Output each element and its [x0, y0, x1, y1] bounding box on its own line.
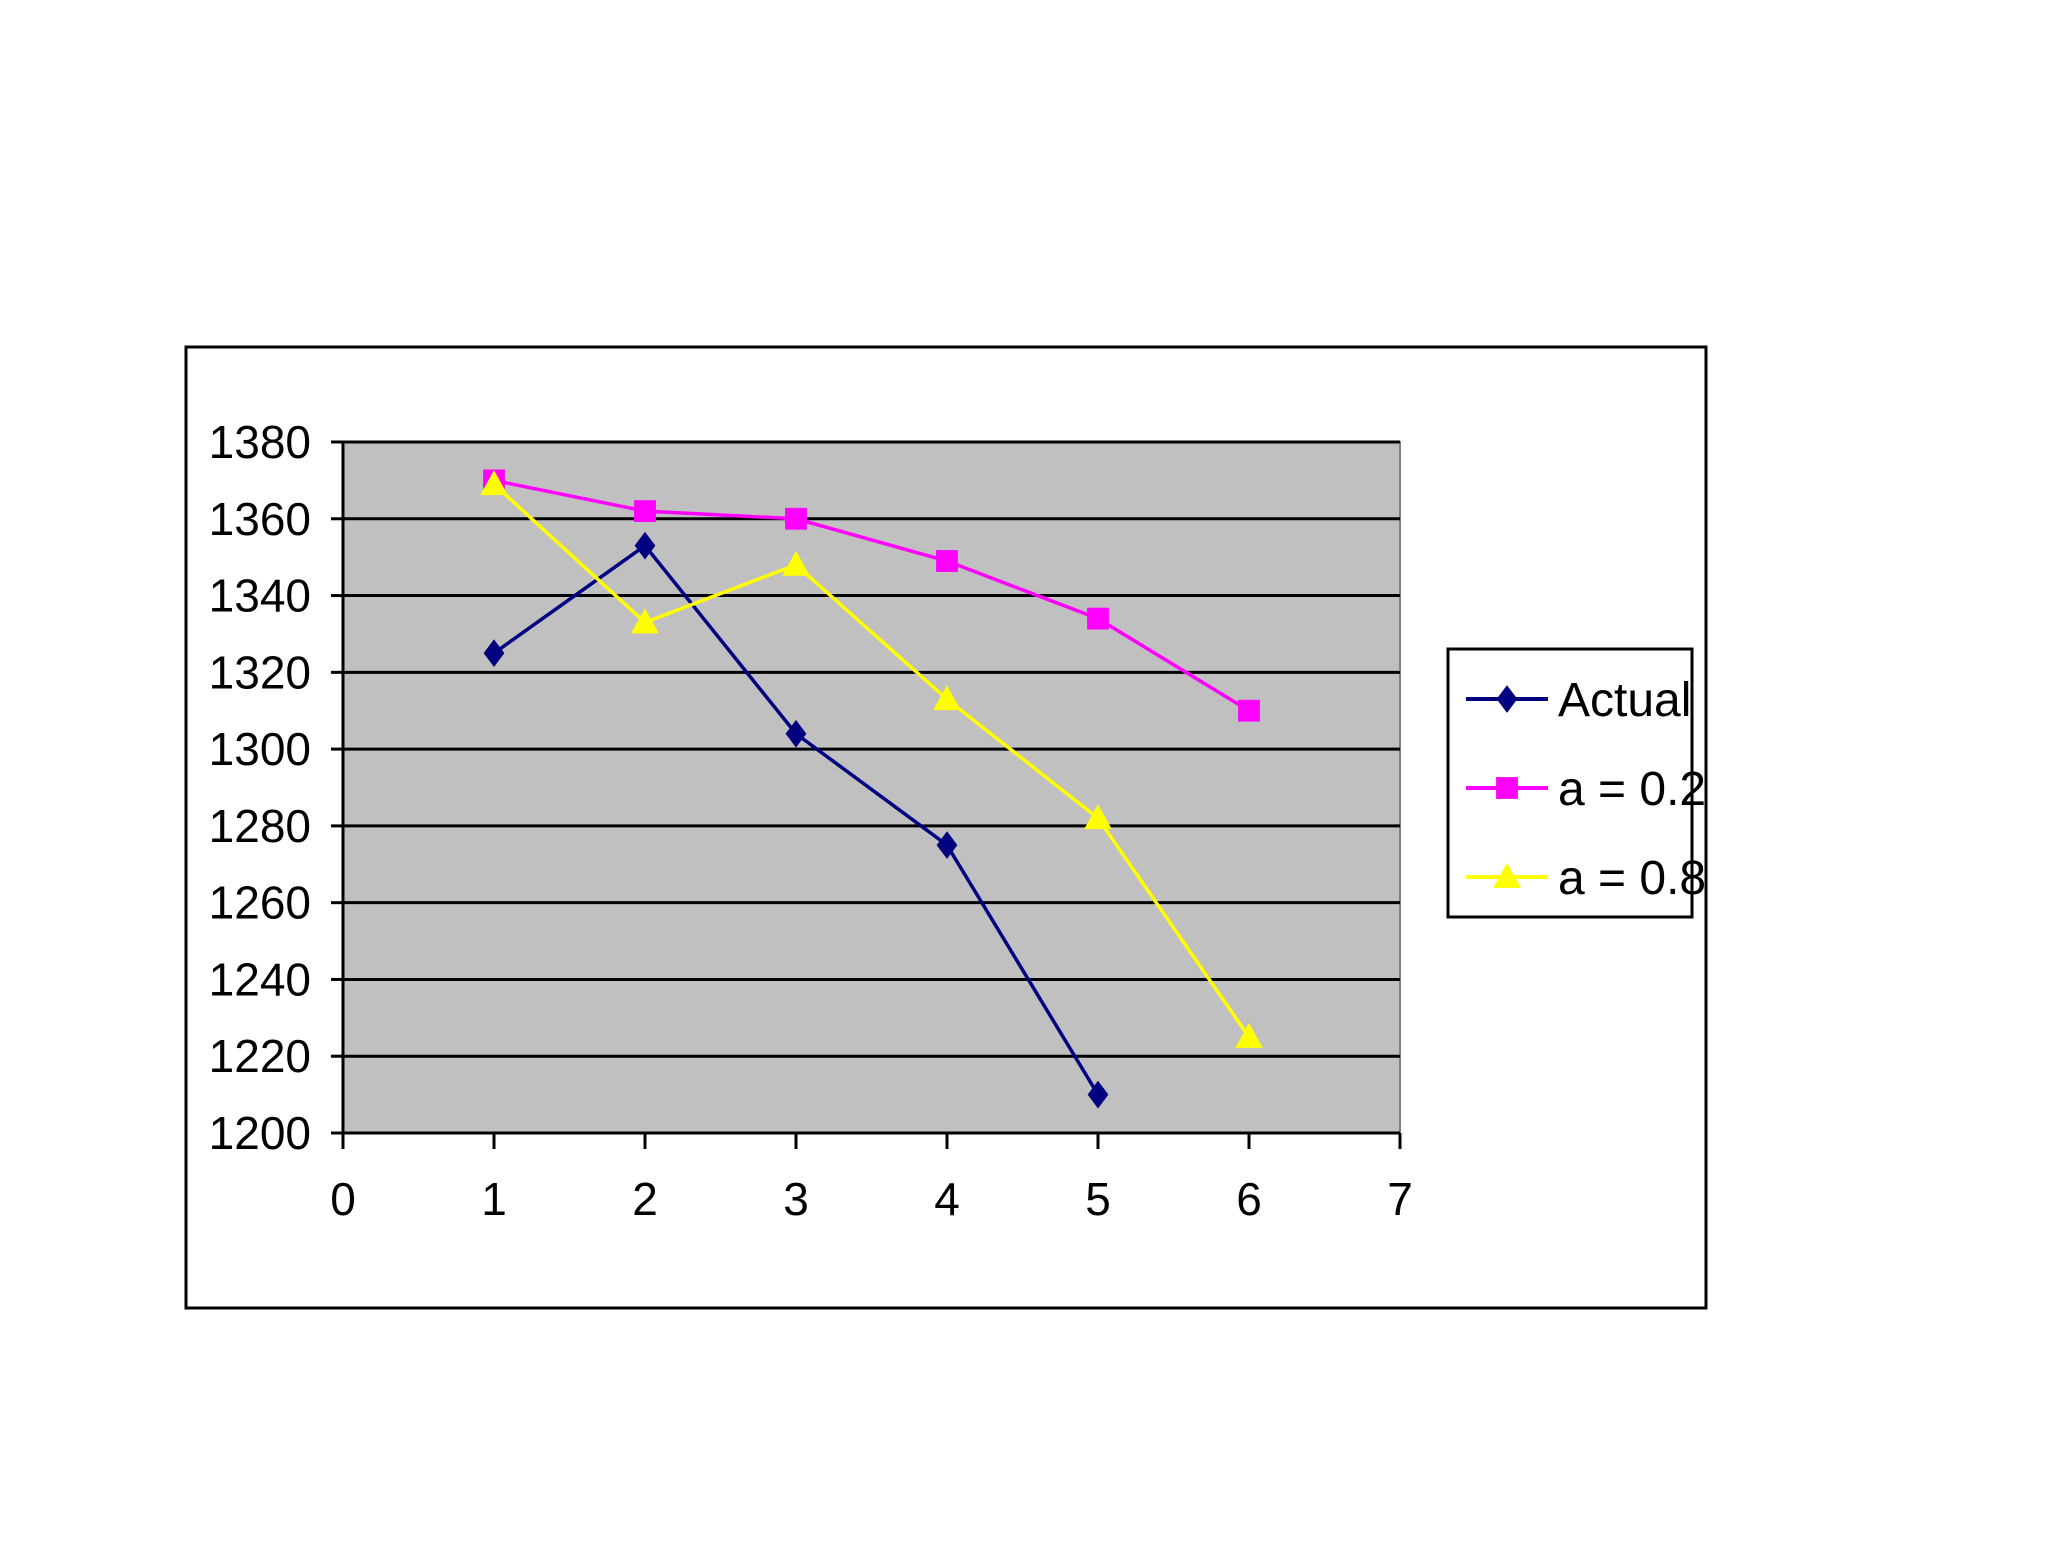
data-point-series-1	[936, 550, 958, 572]
data-point-series-1	[1238, 699, 1260, 722]
data-point-series-0	[1087, 1080, 1109, 1109]
x-tick-label: 4	[934, 1173, 960, 1225]
x-tick-label: 0	[330, 1173, 356, 1225]
x-tick-label: 2	[632, 1173, 658, 1225]
series-line-2	[492, 482, 1251, 1039]
data-point-series-2	[631, 608, 659, 634]
y-tick-label: 1200	[209, 1107, 311, 1159]
y-tick-label: 1320	[209, 646, 311, 698]
data-point-series-1	[785, 507, 807, 530]
data-point-series-0	[634, 531, 656, 560]
data-point-series-2	[480, 470, 508, 496]
y-tick-label: 1340	[209, 570, 311, 622]
x-tick-label: 5	[1085, 1173, 1111, 1225]
legend-marker	[1493, 862, 1521, 888]
legend-label: Actual	[1558, 674, 1691, 727]
legend-marker	[1496, 777, 1518, 799]
y-tick-label: 1360	[209, 493, 311, 545]
data-point-series-2	[1235, 1022, 1263, 1048]
data-point-series-2	[782, 550, 810, 576]
y-tick-label: 1280	[209, 800, 311, 852]
x-tick-label: 3	[783, 1173, 809, 1225]
data-point-series-0	[483, 639, 505, 667]
x-tick-label: 7	[1387, 1173, 1413, 1225]
legend-label: a = 0.8	[1558, 852, 1706, 905]
legend-label: a = 0.2	[1558, 763, 1706, 816]
data-point-series-2	[933, 685, 961, 711]
y-tick-label: 1240	[209, 953, 311, 1005]
series-line-1	[493, 478, 1250, 713]
data-point-series-0	[785, 719, 807, 748]
x-tick-label: 1	[481, 1173, 507, 1225]
y-tick-label: 1300	[209, 723, 311, 775]
data-point-series-0	[936, 831, 958, 859]
y-tick-label: 1380	[209, 416, 311, 468]
legend-marker	[1496, 685, 1518, 713]
data-point-series-1	[634, 500, 656, 523]
legend-box	[1446, 647, 1694, 919]
y-tick-label: 1260	[209, 877, 311, 929]
x-tick-label: 6	[1236, 1173, 1262, 1225]
data-point-series-2	[1084, 804, 1112, 830]
y-tick-label: 1220	[209, 1030, 311, 1082]
data-point-series-1	[1087, 607, 1109, 630]
